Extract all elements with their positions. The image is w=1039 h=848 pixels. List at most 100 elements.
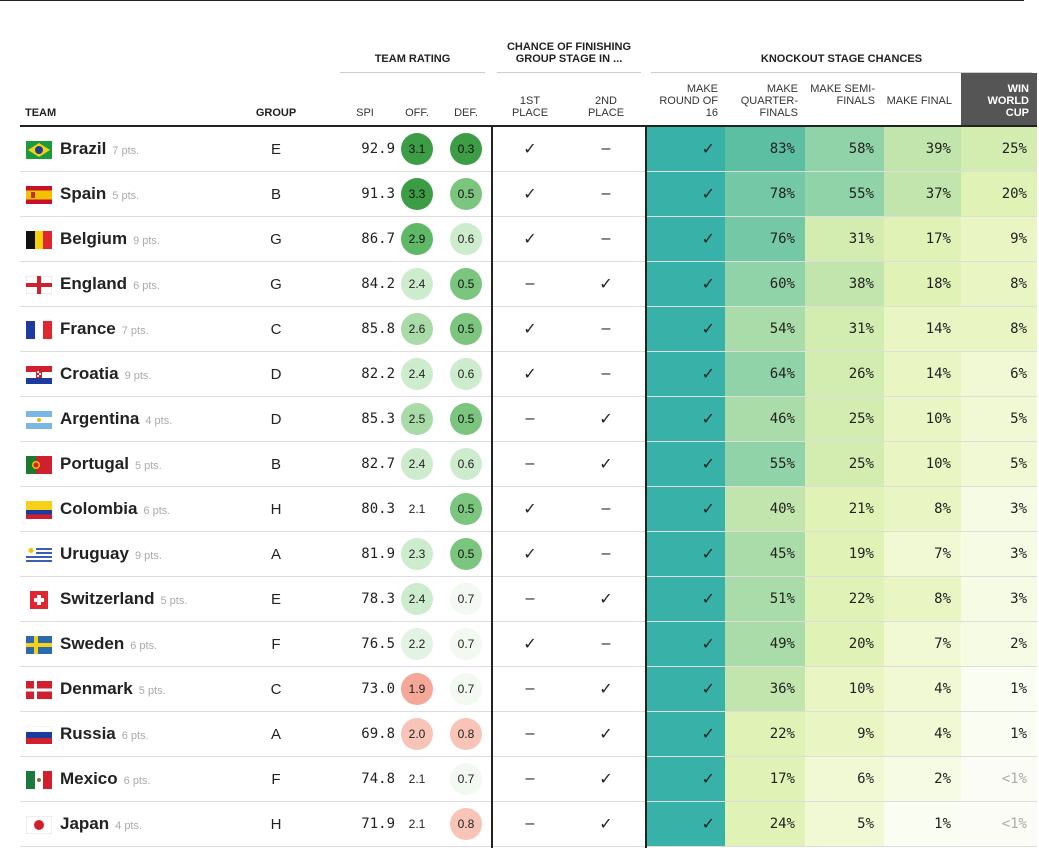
off-cell: 2.5 (397, 397, 437, 441)
off-cell: 2.4 (397, 262, 437, 306)
def-cell: 0.8 (446, 712, 486, 756)
spi-value: 74.8 (361, 771, 395, 787)
spi-value: 76.5 (361, 636, 395, 652)
round-of-16-check-icon: ✓ (647, 757, 725, 801)
def-cell: 0.6 (446, 217, 486, 261)
semi-finals-pct: 26% (805, 352, 884, 396)
second-place-dash-icon: – (601, 500, 611, 517)
def-rating-bubble: 0.5 (450, 178, 482, 210)
def-rating-bubble: 0.5 (450, 268, 482, 300)
off-cell: 2.4 (397, 352, 437, 396)
win-world-cup-pct: 1% (961, 667, 1037, 711)
team-name: Japan (60, 814, 110, 833)
team-name-cell: Denmark 5 pts. (60, 667, 166, 711)
final-pct: 8% (884, 487, 961, 531)
off-rating-bubble: 3.1 (401, 133, 433, 165)
table-row: Switzerland 5 pts. E 78.3 2.4 0.7– ✓ ✓ 51% 22% 8% 3… (20, 577, 1037, 622)
col-round-of-16: MAKE ROUND OF 16 (659, 83, 718, 119)
off-cell: 2.6 (397, 307, 437, 351)
first-place-dash-icon: – (525, 770, 535, 787)
team-name: Colombia (60, 499, 138, 518)
denmark-flag-icon (26, 681, 52, 699)
win-world-cup-pct: <1% (961, 802, 1037, 846)
team-points: 4 pts. (145, 415, 173, 427)
team-points: 7 pts. (121, 325, 149, 337)
off-rating-bubble: 2.0 (401, 718, 433, 750)
def-rating-bubble: 0.7 (450, 763, 482, 795)
second-place-check-icon: ✓ (599, 771, 613, 788)
team-name: England (60, 274, 128, 293)
team-points: 5 pts. (160, 595, 188, 607)
team-points: 6 pts. (121, 730, 149, 742)
def-cell: 0.7 (446, 577, 486, 621)
belgium-flag-icon (26, 231, 52, 249)
top-rule (0, 0, 1024, 1)
spain-flag-icon (26, 186, 52, 204)
final-pct: 4% (884, 712, 961, 756)
second-place-check-icon: ✓ (599, 816, 613, 833)
spi-value: 73.0 (361, 681, 395, 697)
uruguay-flag-icon (26, 546, 52, 564)
win-world-cup-pct: 2% (961, 622, 1037, 666)
def-rating-bubble: 0.6 (450, 448, 482, 480)
spi-value: 84.2 (361, 276, 395, 292)
quarter-finals-pct: 36% (725, 667, 805, 711)
group-value: C (270, 680, 282, 698)
colombia-flag-icon (26, 501, 52, 519)
team-name-cell: Argentina 4 pts. (60, 397, 172, 441)
second-place-check-icon: ✓ (599, 456, 613, 473)
col-quarter-finals: MAKE QUARTER-FINALS (740, 83, 798, 119)
switzerland-flag-icon (26, 591, 52, 609)
final-pct: 1% (884, 802, 961, 846)
win-world-cup-pct: 8% (961, 262, 1037, 306)
col-def: DEF. (454, 107, 478, 119)
def-cell: 0.7 (446, 667, 486, 711)
off-rating-bubble: 2.4 (401, 583, 433, 615)
semi-finals-pct: 38% (805, 262, 884, 306)
semi-finals-pct: 9% (805, 712, 884, 756)
semi-finals-pct: 58% (805, 127, 884, 171)
team-name-cell: Brazil 7 pts. (60, 127, 139, 171)
team-name-cell: Spain 5 pts. (60, 172, 139, 216)
semi-finals-pct: 19% (805, 532, 884, 576)
round-of-16-check-icon: ✓ (647, 172, 725, 216)
team-name-cell: Mexico 6 pts. (60, 757, 151, 801)
second-place-check-icon: ✓ (599, 591, 613, 608)
round-of-16-check-icon: ✓ (647, 262, 725, 306)
team-name: Switzerland (60, 589, 155, 608)
team-points: 6 pts. (123, 775, 151, 787)
spi-value: 78.3 (361, 591, 395, 607)
final-pct: 7% (884, 532, 961, 576)
final-pct: 37% (884, 172, 961, 216)
group-value: F (271, 770, 281, 788)
team-points: 9 pts. (134, 550, 162, 562)
table-row: Mexico 6 pts. F 74.8 2.1 0.7– ✓ ✓ 17% 6% 2% <1% (20, 757, 1037, 802)
off-cell: 2.1 (397, 487, 437, 531)
table-row: Colombia 6 pts. H 80.3 2.1 0.5 ✓ – ✓ 40% 21% 8% 3% (20, 487, 1037, 532)
final-pct: 7% (884, 622, 961, 666)
off-cell: 2.4 (397, 442, 437, 486)
def-rating-bubble: 0.3 (450, 133, 482, 165)
win-world-cup-pct: 20% (961, 172, 1037, 216)
table-row: Japan 4 pts. H 71.9 2.1 0.8– ✓ ✓ 24% 5% 1% <1% (20, 802, 1037, 847)
off-cell: 3.3 (397, 172, 437, 216)
first-place-dash-icon: – (525, 410, 535, 427)
round-of-16-check-icon: ✓ (647, 802, 725, 846)
table-row: Portugal 5 pts. B 82.7 2.4 0.6– ✓ ✓ 55% 25% 10% 5% (20, 442, 1037, 487)
spi-value: 85.3 (361, 411, 395, 427)
table-row: Uruguay 9 pts. A 81.9 2.3 0.5 ✓ – ✓ 45% 19% 7% 3% (20, 532, 1037, 577)
off-rating-bubble: 2.5 (401, 403, 433, 435)
def-cell: 0.5 (446, 532, 486, 576)
spi-value: 91.3 (361, 186, 395, 202)
spi-value: 85.8 (361, 321, 395, 337)
win-world-cup-pct: 8% (961, 307, 1037, 351)
def-cell: 0.6 (446, 352, 486, 396)
final-pct: 4% (884, 667, 961, 711)
off-rating-bubble: 1.9 (401, 673, 433, 705)
def-rating-bubble: 0.7 (450, 583, 482, 615)
col-win-world-cup: WIN WORLD CUP (987, 83, 1029, 119)
second-place-dash-icon: – (601, 320, 611, 337)
quarter-finals-pct: 45% (725, 532, 805, 576)
round-of-16-check-icon: ✓ (647, 442, 725, 486)
team-name-cell: Japan 4 pts. (60, 802, 142, 846)
